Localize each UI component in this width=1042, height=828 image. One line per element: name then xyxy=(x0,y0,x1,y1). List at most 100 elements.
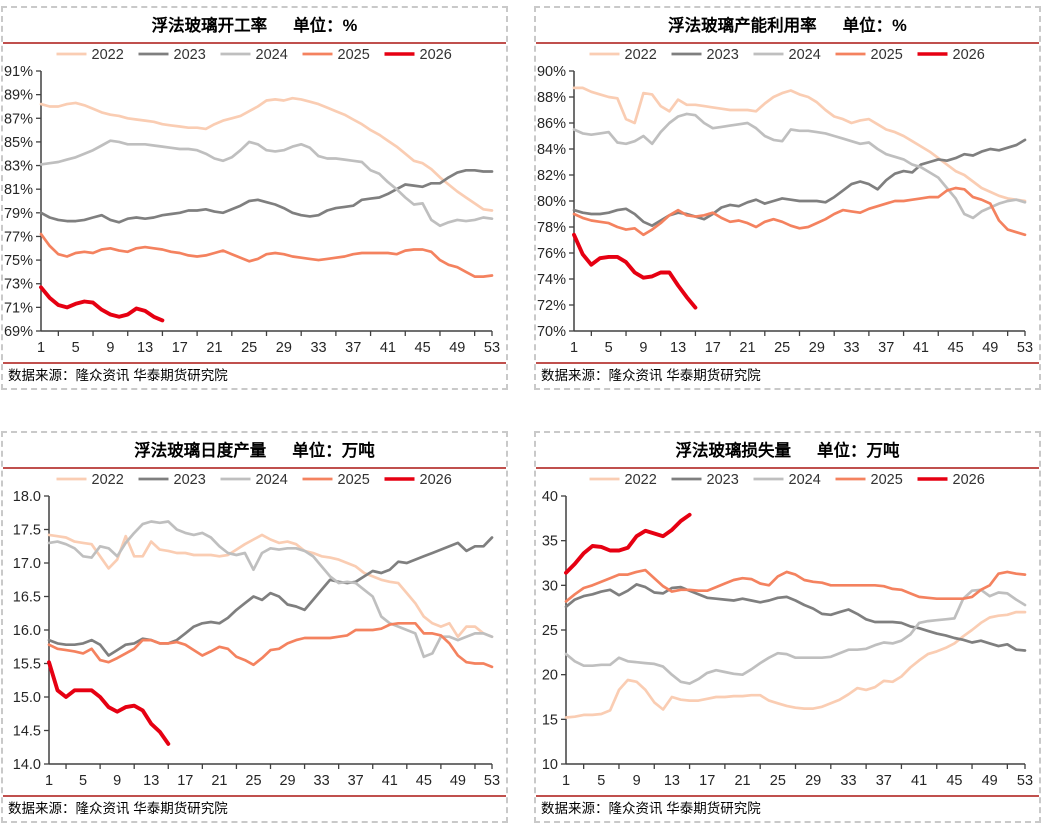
x-tick-label: 1 xyxy=(45,773,53,789)
y-tick-label: 71% xyxy=(4,300,33,316)
x-tick-label: 5 xyxy=(605,340,613,356)
x-tick-label: 1 xyxy=(562,773,570,789)
series-2024 xyxy=(564,588,1027,685)
legend-item-2023: 2023 xyxy=(138,47,206,63)
series-2024 xyxy=(572,112,1027,220)
legend-item-2022: 2022 xyxy=(56,472,124,488)
data-source: 数据来源：隆众资讯 华泰期货研究院 xyxy=(541,368,761,383)
daily-output-chart-canvas: 18.017.517.016.516.015.515.014.514.01 5 9 1… xyxy=(13,472,500,789)
y-tick-label: 91% xyxy=(4,64,33,80)
panel-loss-volume: 浮法玻璃损失量 单位：万吨 40 35 30 25 20 15 10 1 5 9 13 17 21 25 29… xyxy=(534,431,1041,823)
legend-label: 2025 xyxy=(871,47,903,63)
y-tick-label: 86% xyxy=(537,116,566,132)
legend-item-2024: 2024 xyxy=(220,47,288,63)
x-tick-label: 17 xyxy=(705,340,721,356)
x-tick-label: 41 xyxy=(913,340,929,356)
chart-title-text: 浮法玻璃开工率 xyxy=(151,17,268,35)
x-tick-label: 33 xyxy=(310,340,326,356)
title-rule xyxy=(536,42,1039,44)
y-tick-label: 14.0 xyxy=(13,757,41,773)
legend-item-2026: 2026 xyxy=(384,47,452,63)
chart-unit-label: 单位：万吨 xyxy=(817,442,900,460)
x-tick-label: 17 xyxy=(699,773,715,789)
x-tick-label: 29 xyxy=(809,340,825,356)
x-tick-label: 37 xyxy=(345,340,361,356)
title-rule xyxy=(3,42,506,44)
legend: 2022 2023 2024 2025 2026 xyxy=(589,472,985,488)
x-tick-label: 41 xyxy=(382,773,398,789)
x-tick-label: 25 xyxy=(770,773,786,789)
legend: 2022 2023 2024 2025 2026 xyxy=(589,47,985,63)
x-tick-label: 17 xyxy=(172,340,188,356)
x-tick-label: 41 xyxy=(380,340,396,356)
x-tick-label: 45 xyxy=(948,340,964,356)
y-tick-label: 81% xyxy=(4,182,33,198)
y-tick-label: 10 xyxy=(542,757,558,773)
y-tick-label: 40 xyxy=(542,489,558,505)
legend-item-2025: 2025 xyxy=(835,472,903,488)
x-tick-label: 45 xyxy=(415,340,431,356)
title-rule xyxy=(3,467,506,469)
x-tick-label: 49 xyxy=(982,340,998,356)
y-tick-label: 90% xyxy=(537,64,566,80)
legend-label: 2022 xyxy=(92,472,124,488)
y-tick-label: 15 xyxy=(542,712,558,728)
x-tick-label: 33 xyxy=(840,773,856,789)
y-axis: 40 35 30 25 20 15 10 xyxy=(542,489,567,773)
legend-item-2024: 2024 xyxy=(753,472,821,488)
x-tick-label: 37 xyxy=(878,340,894,356)
x-tick-label: 29 xyxy=(276,340,292,356)
x-tick-label: 49 xyxy=(982,773,998,789)
legend-label: 2022 xyxy=(92,47,124,63)
y-tick-label: 15.0 xyxy=(13,690,41,706)
y-tick-label: 73% xyxy=(4,277,33,293)
legend-label: 2025 xyxy=(871,472,903,488)
legend-label: 2024 xyxy=(789,47,821,63)
series-2025 xyxy=(39,232,494,278)
operating-rate-chart-canvas: 91%89%87%85%83%81%79%77%75%73%71%69%1 5 9 1… xyxy=(4,47,500,356)
y-axis: 18.0 17.5 17.0 16.5 16.0 15.5 15.0 14.5 14.0 xyxy=(13,489,50,773)
legend-item-2023: 2023 xyxy=(138,472,206,488)
x-axis: 1 5 9 13 17 21 25 29 33 37 41 45 49 53 xyxy=(570,330,1033,356)
chart-title: 浮法玻璃开工率 单位：% xyxy=(3,8,506,42)
chart-title: 浮法玻璃日度产量 单位：万吨 xyxy=(3,433,506,467)
chart-title-text: 浮法玻璃日度产量 xyxy=(134,442,267,460)
series-2025 xyxy=(564,568,1027,603)
y-tick-label: 17.5 xyxy=(13,523,41,539)
legend-label: 2024 xyxy=(256,47,288,63)
x-tick-label: 29 xyxy=(279,773,295,789)
legend-item-2023: 2023 xyxy=(671,47,739,63)
x-tick-label: 45 xyxy=(416,773,432,789)
series-2026 xyxy=(564,512,692,575)
series-2026 xyxy=(47,660,171,746)
data-source: 数据来源：隆众资讯 华泰期货研究院 xyxy=(8,368,228,383)
x-tick-label: 53 xyxy=(484,773,500,789)
legend-item-2026: 2026 xyxy=(917,472,985,488)
legend-label: 2023 xyxy=(174,47,206,63)
y-tick-label: 78% xyxy=(537,220,566,236)
panel-capacity-utilization: 浮法玻璃产能利用率 单位：% 90% 88% 86% 84% 82% 80% 78% 76% 74… xyxy=(534,6,1041,390)
chart-title: 浮法玻璃产能利用率 单位：% xyxy=(536,8,1039,42)
series-2022 xyxy=(572,86,1027,203)
legend-label: 2023 xyxy=(707,472,739,488)
source-rule xyxy=(3,795,506,797)
legend: 2022 2023 2024 2025 2026 xyxy=(56,47,452,63)
legend: 2022 2023 2024 2025 2026 xyxy=(56,472,452,488)
x-tick-label: 13 xyxy=(143,773,159,789)
y-tick-label: 79% xyxy=(4,206,33,222)
x-tick-label: 45 xyxy=(946,773,962,789)
legend-label: 2026 xyxy=(953,472,985,488)
y-tick-label: 18.0 xyxy=(13,489,41,505)
y-tick-label: 87% xyxy=(4,111,33,127)
x-axis: 1 5 9 13 17 21 25 29 33 37 41 45 49 53 xyxy=(562,763,1033,789)
legend-label: 2023 xyxy=(707,47,739,63)
y-tick-label: 15.5 xyxy=(13,657,41,673)
chart-unit-label: 单位：万吨 xyxy=(292,442,375,460)
y-tick-label: 80% xyxy=(537,194,566,210)
series-2026 xyxy=(39,285,165,323)
x-tick-label: 53 xyxy=(1017,773,1033,789)
y-tick-label: 88% xyxy=(537,90,566,106)
series-2025 xyxy=(47,621,494,669)
series-2024 xyxy=(39,139,494,228)
legend-label: 2026 xyxy=(420,47,452,63)
